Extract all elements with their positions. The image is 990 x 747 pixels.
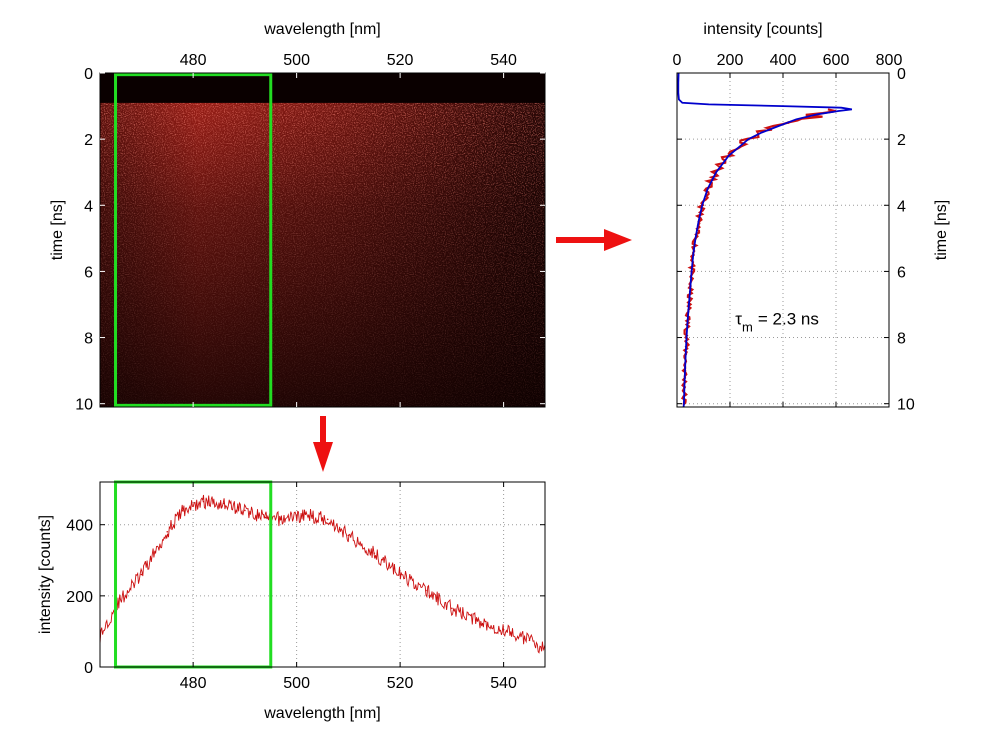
spectrum-point bbox=[502, 628, 505, 631]
y-tick-label: 6 bbox=[897, 264, 906, 281]
heatmap-signal bbox=[100, 102, 545, 407]
fit-decay-line bbox=[677, 73, 853, 407]
x-tick-label: 800 bbox=[876, 52, 903, 69]
y-tick-label: 2 bbox=[84, 132, 93, 149]
y-axis-title: time [ns] bbox=[933, 200, 950, 260]
arrow-down-shaft bbox=[320, 416, 326, 444]
spectrum-point bbox=[166, 531, 169, 533]
y-tick-label: 6 bbox=[84, 264, 93, 281]
arrow-right-shaft bbox=[556, 237, 606, 243]
y-tick-label: 200 bbox=[66, 589, 93, 606]
x-tick-label: 540 bbox=[490, 52, 517, 69]
y-axis-title: intensity [counts] bbox=[37, 515, 54, 634]
spectrum-point bbox=[373, 552, 376, 554]
x-tick-label: 600 bbox=[823, 52, 850, 69]
arrows bbox=[313, 229, 632, 472]
y-tick-label: 0 bbox=[84, 66, 93, 83]
heatmap-speckle bbox=[100, 102, 545, 407]
arrow-right-head bbox=[604, 229, 632, 251]
spectrum-panel: 480 500 520 540 0 200 400 wavelength [nm] intens… bbox=[37, 480, 546, 722]
x-tick-label: 500 bbox=[283, 52, 310, 69]
lifetime-annotation: τm = 2.3 ns bbox=[735, 309, 819, 334]
spectrum-point bbox=[181, 509, 184, 512]
spectrum-point bbox=[202, 500, 205, 503]
x-tick-label: 520 bbox=[387, 675, 414, 692]
x-tick-label: 200 bbox=[717, 52, 744, 69]
x-tick-label: 520 bbox=[387, 52, 414, 69]
y-tick-label: 10 bbox=[897, 397, 915, 414]
x-tick-label: 480 bbox=[180, 52, 207, 69]
spectrum-point bbox=[326, 518, 329, 521]
x-axis-title: wavelength [nm] bbox=[263, 705, 381, 722]
x-tick-label: 0 bbox=[673, 52, 682, 69]
spectrum-point bbox=[347, 534, 350, 537]
spectrum-point bbox=[399, 573, 401, 576]
arrow-down-head bbox=[313, 442, 333, 472]
plot-area bbox=[100, 482, 545, 667]
plot-frame bbox=[99, 481, 546, 668]
y-tick-label: 400 bbox=[66, 518, 93, 535]
y-tick-label: 4 bbox=[84, 198, 93, 215]
y-tick-label: 8 bbox=[897, 331, 906, 348]
spectrum-point bbox=[264, 516, 267, 519]
spectrum-point bbox=[311, 514, 313, 517]
y-tick-label: 8 bbox=[84, 331, 93, 348]
tau-value: = 2.3 ns bbox=[758, 309, 819, 328]
x-tick-label: 500 bbox=[283, 675, 310, 692]
spectrum-point bbox=[295, 514, 298, 517]
y-tick-label: 2 bbox=[897, 132, 906, 149]
spectrum-point bbox=[244, 509, 246, 512]
y-axis-title: time [ns] bbox=[49, 200, 66, 260]
spectrum-point bbox=[223, 502, 225, 505]
decay-plot bbox=[677, 73, 853, 407]
x-axis-title: wavelength [nm] bbox=[263, 21, 381, 38]
spectrum-point bbox=[528, 639, 531, 642]
y-tick-label: 10 bbox=[75, 397, 93, 414]
spectrum-point bbox=[280, 518, 282, 521]
spectrum-point bbox=[451, 607, 453, 610]
spectrum-point bbox=[476, 619, 479, 622]
tau-subscript: m bbox=[742, 319, 753, 334]
tau-symbol: τ bbox=[735, 309, 742, 328]
plot-area bbox=[677, 73, 889, 407]
spectrum-point bbox=[140, 573, 143, 576]
streak-panel: 480 500 520 540 0 2 4 6 8 10 wavelength [nm] time [… bbox=[49, 21, 546, 414]
spectrum-point bbox=[425, 589, 427, 592]
spectrum-line bbox=[100, 494, 545, 654]
x-axis-title: intensity [counts] bbox=[703, 21, 822, 38]
x-tick-label: 400 bbox=[770, 52, 797, 69]
plot-frame bbox=[99, 72, 546, 408]
x-tick-label: 480 bbox=[180, 675, 207, 692]
x-tick-label: 540 bbox=[490, 675, 517, 692]
y-tick-label: 0 bbox=[84, 660, 93, 677]
y-tick-label: 4 bbox=[897, 198, 906, 215]
y-tick-label: 0 bbox=[897, 66, 906, 83]
